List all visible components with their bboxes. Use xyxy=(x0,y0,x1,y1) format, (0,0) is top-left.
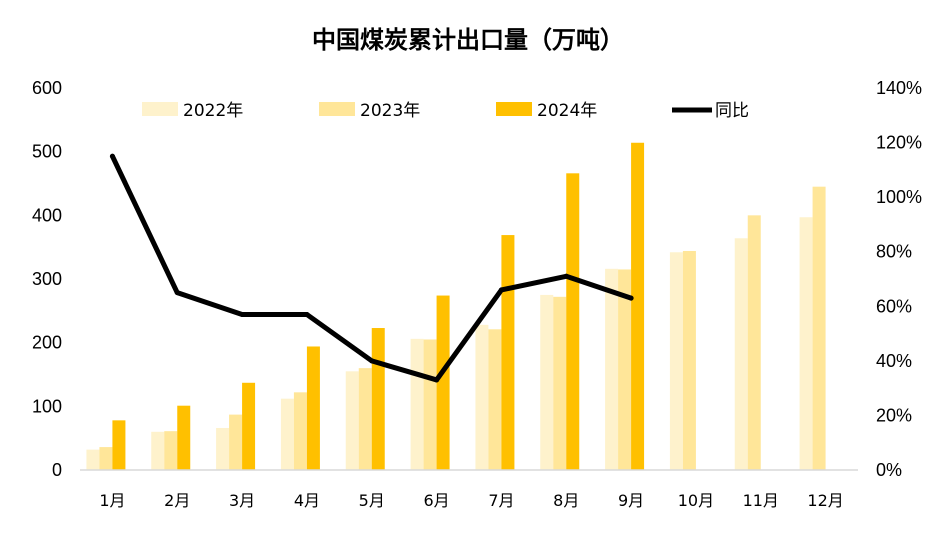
chart-title: 中国煤炭累计出口量（万吨） xyxy=(312,26,624,54)
bar-2022年-11月 xyxy=(734,238,748,470)
bar-2023年-10月 xyxy=(682,250,696,470)
x-tick-label: 7月 xyxy=(488,491,514,510)
right-tick-label: 120% xyxy=(876,133,922,153)
left-tick-label: 600 xyxy=(32,78,62,98)
x-tick-label: 9月 xyxy=(618,491,644,510)
bar-2024年-8月 xyxy=(566,173,580,470)
bar-2022年-7月 xyxy=(475,324,489,470)
line-point-4月 xyxy=(304,311,310,317)
line-point-1月 xyxy=(109,153,115,159)
x-tick-label: 2月 xyxy=(164,491,190,510)
bar-2022年-12月 xyxy=(799,217,813,470)
right-tick-label: 100% xyxy=(876,187,922,207)
x-tick-label: 5月 xyxy=(359,491,385,510)
legend-label: 2023年 xyxy=(360,101,420,121)
x-tick-label: 8月 xyxy=(553,491,579,510)
right-tick-label: 0% xyxy=(876,460,902,480)
left-tick-label: 200 xyxy=(32,333,62,353)
bar-2022年-9月 xyxy=(605,268,619,470)
left-tick-label: 500 xyxy=(32,142,62,162)
bars xyxy=(86,142,826,470)
bar-2024年-5月 xyxy=(371,328,385,470)
line-point-7月 xyxy=(498,287,504,293)
left-axis: 0 100 200 300 400 500 600 xyxy=(32,78,62,480)
line-point-6月 xyxy=(434,377,440,383)
legend-swatch-2023年 xyxy=(319,102,355,116)
bar-2023年-6月 xyxy=(423,339,437,470)
legend-label: 2022年 xyxy=(183,101,243,121)
bar-2023年-4月 xyxy=(293,392,307,470)
bar-2022年-8月 xyxy=(540,294,554,470)
bar-2023年-12月 xyxy=(812,186,826,470)
bar-2024年-1月 xyxy=(112,420,126,470)
bar-2022年-5月 xyxy=(345,371,359,470)
x-tick-label: 3月 xyxy=(229,491,255,510)
right-tick-label: 40% xyxy=(876,351,912,371)
right-tick-label: 140% xyxy=(876,78,922,98)
x-tick-label: 12月 xyxy=(807,491,843,510)
bar-2023年-9月 xyxy=(618,269,632,470)
bar-2024年-4月 xyxy=(306,346,320,470)
bar-2023年-5月 xyxy=(358,368,372,470)
line-point-3月 xyxy=(239,311,245,317)
right-tick-label: 60% xyxy=(876,296,912,316)
x-tick-label: 11月 xyxy=(743,491,779,510)
x-axis: 1月 2月 3月 4月 5月 6月 7月 8月 9月 10月 11月 12月 xyxy=(99,491,843,510)
left-tick-label: 100 xyxy=(32,396,62,416)
bar-2022年-10月 xyxy=(669,252,683,470)
bar-2022年-2月 xyxy=(151,431,165,470)
bar-2022年-4月 xyxy=(280,398,294,470)
line-point-5月 xyxy=(369,358,375,364)
bar-2024年-2月 xyxy=(177,405,191,470)
legend-label: 同比 xyxy=(715,101,749,121)
left-tick-label: 0 xyxy=(52,460,62,480)
right-tick-label: 80% xyxy=(876,242,912,262)
bar-2024年-6月 xyxy=(436,295,450,470)
bar-2024年-7月 xyxy=(501,235,515,470)
legend-label: 2024年 xyxy=(537,101,597,121)
bar-2023年-11月 xyxy=(747,215,761,470)
legend: 2022年 2023年 2024年 同比 xyxy=(142,101,749,121)
bar-2023年-7月 xyxy=(488,329,502,470)
line-point-9月 xyxy=(628,295,634,301)
left-tick-label: 300 xyxy=(32,269,62,289)
line-point-8月 xyxy=(563,273,569,279)
bar-2024年-9月 xyxy=(631,142,645,470)
bar-2023年-1月 xyxy=(99,447,113,470)
legend-swatch-2024年 xyxy=(496,102,532,116)
right-axis: 0% 20% 40% 60% 80% 100% 120% 140% xyxy=(876,78,922,480)
bar-2024年-3月 xyxy=(242,382,256,470)
line-point-2月 xyxy=(174,290,180,296)
bar-2022年-6月 xyxy=(410,338,424,470)
bar-2023年-2月 xyxy=(164,431,178,470)
x-tick-label: 10月 xyxy=(678,491,714,510)
bar-2022年-3月 xyxy=(216,427,230,470)
bar-2023年-3月 xyxy=(229,414,243,470)
yoy-line xyxy=(109,153,634,383)
right-tick-label: 20% xyxy=(876,405,912,425)
x-tick-label: 6月 xyxy=(423,491,449,510)
x-tick-label: 4月 xyxy=(294,491,320,510)
x-tick-label: 1月 xyxy=(99,491,125,510)
left-tick-label: 400 xyxy=(32,205,62,225)
legend-swatch-2022年 xyxy=(142,102,178,116)
bar-2023年-8月 xyxy=(553,296,567,470)
bar-2022年-1月 xyxy=(86,449,100,470)
